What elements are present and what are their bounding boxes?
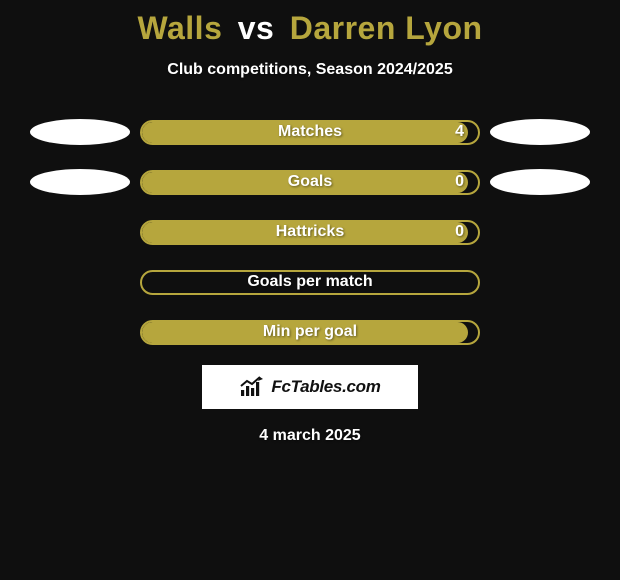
stat-bar: Matches4 (140, 120, 480, 145)
stat-label: Min per goal (142, 322, 478, 343)
comparison-infographic: Walls vs Darren Lyon Club competitions, … (0, 0, 620, 580)
title-player2: Darren Lyon (290, 10, 483, 46)
stat-rows: Matches4Goals0Hattricks0Goals per matchM… (0, 119, 620, 345)
right-ellipse (490, 119, 590, 145)
stat-label: Goals per match (142, 272, 478, 293)
title-player1: Walls (137, 10, 222, 46)
chart-icon (239, 376, 265, 398)
brand-label: FcTables.com (271, 377, 380, 397)
stat-label: Hattricks (142, 222, 478, 243)
stat-bar: Goals per match (140, 270, 480, 295)
stat-bar: Hattricks0 (140, 220, 480, 245)
stat-value: 4 (455, 122, 464, 143)
stat-bar: Goals0 (140, 170, 480, 195)
subtitle: Club competitions, Season 2024/2025 (0, 61, 620, 79)
stat-row: Goals0 (0, 169, 620, 195)
left-ellipse (30, 169, 130, 195)
stat-row: Goals per match (0, 269, 620, 295)
stat-row: Matches4 (0, 119, 620, 145)
right-ellipse (490, 169, 590, 195)
stat-label: Goals (142, 172, 478, 193)
page-title: Walls vs Darren Lyon (0, 0, 620, 47)
stat-bar: Min per goal (140, 320, 480, 345)
title-vs: vs (238, 10, 275, 46)
stat-value: 0 (455, 222, 464, 243)
brand-badge: FcTables.com (202, 365, 418, 409)
stat-row: Hattricks0 (0, 219, 620, 245)
stat-row: Min per goal (0, 319, 620, 345)
stat-value: 0 (455, 172, 464, 193)
stat-label: Matches (142, 122, 478, 143)
left-ellipse (30, 119, 130, 145)
date-text: 4 march 2025 (0, 427, 620, 445)
